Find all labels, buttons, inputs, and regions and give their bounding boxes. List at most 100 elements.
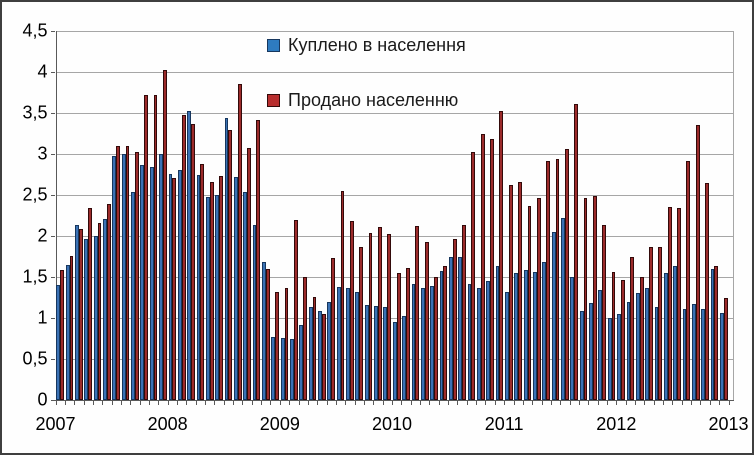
bar-bought-3 [84,239,89,400]
bar-bought-0 [56,285,61,400]
x-axis-month-tick [214,401,216,405]
bar-bought-27 [308,307,313,400]
bar-bought-51 [533,272,537,400]
bar-sold-11 [162,70,167,400]
y-axis-tick [50,277,55,278]
x-axis-month-tick [616,401,618,405]
x-axis-month-tick [532,401,534,405]
bar-bought-49 [514,272,519,400]
y-axis-label: 4 [37,61,48,82]
gridline-4 [55,72,733,73]
x-axis-month-tick [195,401,197,405]
bar-sold-32 [359,246,364,400]
bar-sold-8 [134,152,139,400]
bar-sold-33 [368,232,373,400]
plot-right-border [733,31,734,400]
x-axis-month-tick [644,401,646,405]
gridline-3 [55,154,733,155]
x-axis-month-tick [719,401,721,405]
bar-bought-61 [626,301,631,400]
bar-sold-18 [228,130,233,400]
bar-sold-21 [256,120,261,400]
bar-sold-28 [321,313,326,400]
y-axis-tick [50,359,55,360]
bar-bought-6 [112,155,117,400]
bar-sold-53 [555,158,560,400]
bar-sold-51 [536,198,541,400]
bar-sold-10 [153,94,158,400]
bar-sold-41 [443,266,448,400]
bar-sold-50 [527,205,532,400]
x-axis-month-tick [504,401,506,405]
bar-sold-20 [247,148,251,400]
x-axis-month-tick [625,401,627,405]
bar-bought-32 [355,291,360,400]
gridline-2 [55,236,733,237]
bar-bought-45 [476,287,481,400]
x-axis-month-tick [709,401,711,405]
x-axis-month-tick [382,401,384,405]
bar-sold-39 [424,241,429,400]
bar-bought-7 [121,154,126,400]
legend-item-sold: Продано населенню [267,90,458,111]
x-axis-year-label: 2011 [484,414,524,434]
bar-sold-70 [714,266,719,400]
bar-bought-38 [411,283,416,400]
x-axis-month-tick [298,401,300,405]
bar-bought-41 [439,271,444,400]
bar-sold-69 [705,182,709,400]
x-axis-month-tick [307,401,309,405]
x-axis-month-tick [83,401,85,405]
bar-bought-20 [243,191,248,400]
bar-sold-62 [639,277,644,400]
gridline-2,5 [55,195,733,196]
bar-bought-2 [75,224,79,400]
bar-bought-65 [663,272,668,400]
bar-sold-55 [574,103,579,400]
bar-bought-14 [187,111,192,400]
bar-sold-5 [106,204,111,400]
bar-sold-65 [667,207,672,400]
bar-sold-35 [387,234,392,400]
x-axis-month-tick [541,401,543,405]
bar-bought-33 [364,304,369,400]
bar-sold-13 [181,114,186,400]
x-axis-month-tick [494,401,496,405]
x-axis-month-tick [392,401,393,405]
y-axis-tick [50,195,55,196]
bar-bought-47 [495,265,500,400]
bar-sold-64 [658,247,663,400]
x-axis-month-tick [560,401,562,405]
bar-sold-6 [116,145,121,400]
bar-sold-37 [406,267,410,400]
bar-bought-30 [336,286,341,400]
x-axis-month-tick [578,401,580,405]
x-axis-month-tick [120,401,122,405]
x-axis-month-tick [74,401,76,405]
x-axis-month-tick [345,401,347,405]
bar-sold-2 [78,229,83,400]
bar-bought-37 [402,315,407,400]
bar-sold-24 [284,288,289,400]
x-axis-month-tick [550,401,552,405]
x-axis-month-tick [335,401,337,405]
bar-bought-23 [271,336,276,400]
x-axis-month-tick [111,401,113,405]
bar-bought-66 [673,265,678,400]
gridline-4,5 [55,31,733,32]
bar-bought-16 [205,196,210,400]
x-axis-month-tick [354,401,356,405]
bar-sold-7 [125,145,130,400]
bar-bought-68 [691,304,696,400]
bar-bought-18 [224,117,229,400]
x-axis-month-tick [457,401,459,405]
bar-bought-48 [505,291,509,400]
x-axis-year-label: 2009 [259,414,300,434]
bar-sold-34 [377,226,382,400]
x-axis-month-tick [728,401,730,405]
bar-sold-44 [471,152,476,400]
x-axis-month-tick [270,401,272,405]
bar-bought-62 [635,293,640,400]
bar-sold-16 [209,181,214,400]
